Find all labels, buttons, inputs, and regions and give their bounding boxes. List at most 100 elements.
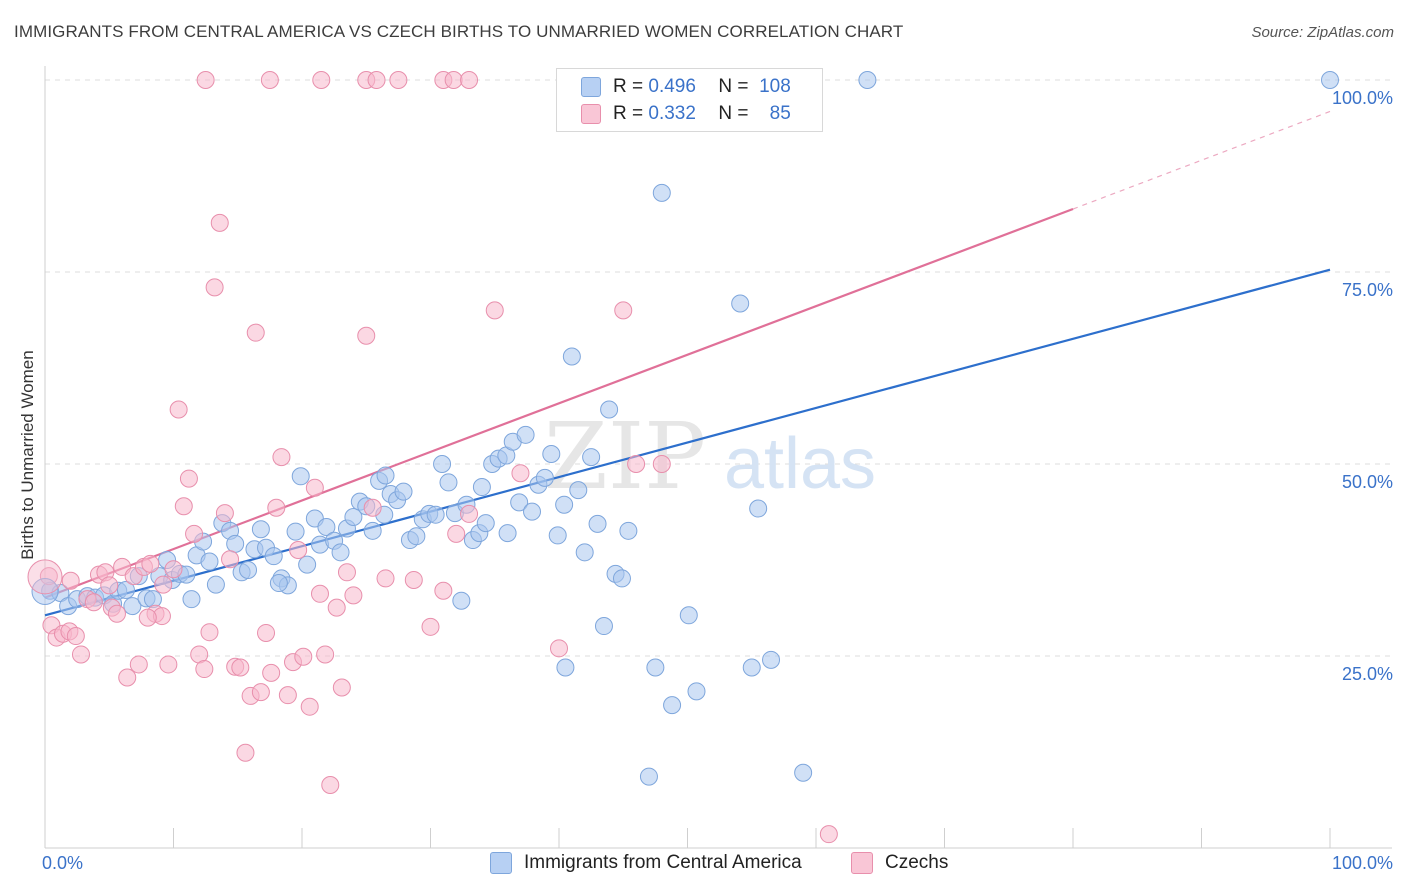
point-czechs (312, 71, 331, 89)
point-central-america (116, 580, 135, 599)
point-central-america (646, 658, 665, 677)
point-czechs (272, 448, 291, 467)
point-central-america (556, 658, 575, 677)
legend-item-czechs[interactable]: Czechs (851, 852, 948, 874)
r-label: R = (613, 76, 644, 97)
point-czechs (310, 584, 329, 603)
legend-row-central-america: R = 0.496 N = 108 (581, 75, 791, 99)
point-czechs (485, 301, 504, 320)
r-value: 0.496 (648, 76, 696, 97)
chart-title: IMMIGRANTS FROM CENTRAL AMERICA VS CZECH… (14, 22, 904, 41)
point-czechs (627, 455, 646, 473)
point-czechs (363, 498, 382, 517)
point-czechs (27, 559, 63, 595)
point-central-america (555, 495, 574, 514)
legend-label: Czechs (885, 852, 949, 873)
point-central-america (182, 590, 201, 609)
point-central-america (749, 499, 768, 518)
point-czechs (185, 524, 204, 543)
point-czechs (305, 478, 324, 497)
point-central-america (452, 591, 471, 610)
point-central-america (251, 520, 270, 539)
point-czechs (71, 645, 90, 664)
point-central-america (1321, 71, 1339, 89)
point-czechs (154, 575, 173, 594)
point-central-america (291, 467, 310, 486)
point-czechs (257, 623, 276, 642)
point-czechs (267, 498, 286, 517)
n-value: 108 (759, 76, 791, 97)
point-czechs (447, 524, 466, 543)
point-czechs (444, 71, 463, 89)
point-central-america (317, 517, 336, 536)
point-central-america (588, 514, 607, 533)
point-czechs (614, 301, 633, 320)
point-czechs (652, 455, 671, 473)
point-central-america (123, 597, 142, 616)
y-tick-label: 50.0% (1342, 472, 1393, 492)
point-czechs (210, 213, 229, 232)
point-czechs (174, 497, 193, 516)
legend-item-central-america[interactable]: Immigrants from Central America (490, 852, 802, 874)
point-central-america (679, 606, 698, 625)
point-czechs (321, 776, 340, 795)
point-central-america (31, 577, 59, 605)
y-tick-label: 25.0% (1342, 664, 1393, 684)
point-central-america (376, 466, 395, 485)
n-value: 85 (769, 103, 791, 124)
point-central-america (344, 507, 363, 526)
point-central-america (239, 560, 258, 579)
point-czechs (61, 571, 80, 590)
point-central-america (687, 682, 706, 701)
point-czechs (344, 586, 363, 605)
point-czechs (66, 627, 85, 646)
point-czechs (84, 593, 103, 612)
point-central-america (269, 574, 288, 593)
point-central-america (286, 522, 305, 541)
y-tick-label: 75.0% (1342, 280, 1393, 300)
point-czechs (260, 71, 279, 89)
point-central-america (575, 543, 594, 562)
n-label: N = (718, 103, 749, 124)
point-czechs (107, 604, 126, 623)
point-czechs (332, 678, 351, 697)
point-central-america (619, 521, 638, 540)
point-central-america (298, 555, 317, 574)
point-central-america (569, 481, 588, 500)
point-czechs (278, 686, 297, 705)
point-czechs (164, 560, 183, 579)
point-czechs (138, 608, 157, 627)
legend-label: Immigrants from Central America (524, 852, 802, 873)
point-czechs (550, 639, 568, 658)
point-central-america (639, 767, 658, 786)
trend-line-czechs-extension (1072, 110, 1331, 210)
point-czechs (246, 323, 265, 342)
point-czechs (196, 71, 215, 89)
point-central-america (594, 617, 613, 636)
point-central-america (542, 445, 561, 464)
point-czechs (819, 825, 838, 844)
point-central-america (426, 505, 445, 524)
point-central-america (226, 534, 245, 553)
point-czechs (231, 658, 250, 677)
trend-line-czechs (44, 207, 1074, 599)
point-central-america (742, 658, 761, 677)
point-central-america (510, 493, 529, 512)
point-czechs (205, 278, 224, 297)
r-label: R = (613, 103, 644, 124)
legend-swatch-blue (581, 77, 601, 97)
point-czechs (195, 660, 214, 679)
x-tick-label: 100.0% (1332, 853, 1393, 873)
point-central-america (200, 552, 219, 571)
point-czechs (221, 550, 240, 569)
point-czechs (460, 504, 479, 523)
point-czechs (421, 617, 440, 636)
legend-swatch-blue (490, 852, 512, 874)
legend-swatch-pink (581, 104, 601, 124)
legend-swatch-pink (851, 852, 873, 874)
point-central-america (206, 575, 225, 594)
point-czechs (141, 554, 160, 573)
point-czechs (511, 464, 530, 483)
point-central-america (535, 468, 554, 487)
point-central-america (663, 696, 682, 715)
